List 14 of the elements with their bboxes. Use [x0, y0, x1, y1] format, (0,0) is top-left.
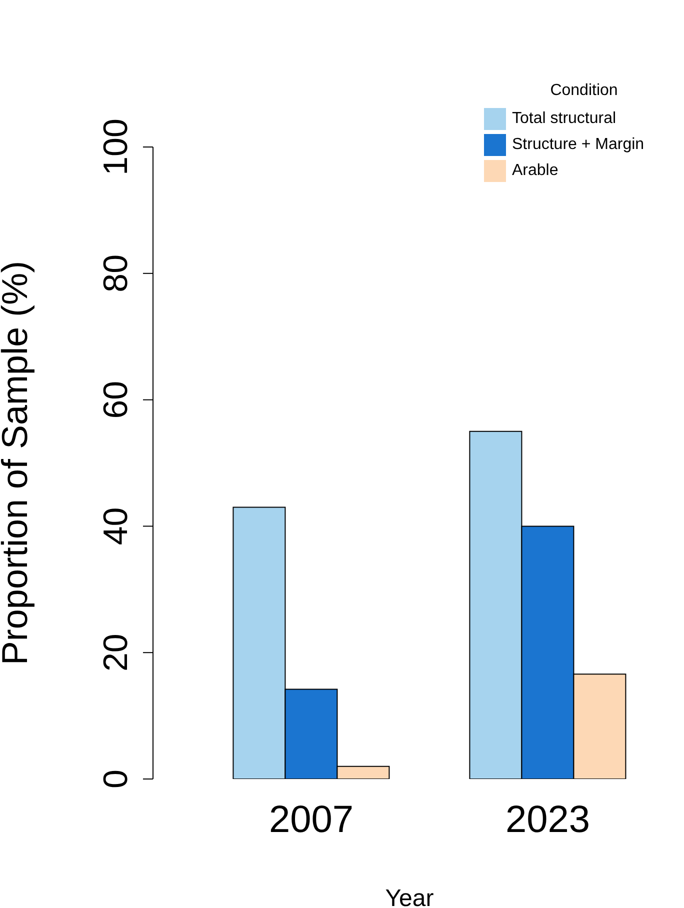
legend-label: Total structural [512, 110, 616, 128]
y-tick-label: 0 [97, 770, 135, 788]
y-tick-label: 100 [97, 118, 135, 176]
y-tick-label: 20 [97, 634, 135, 672]
y-tick-label: 60 [97, 380, 135, 419]
legend-label: Arable [512, 162, 558, 180]
y-axis-title: Proportion of Sample (%) [0, 260, 35, 666]
legend-title: Condition [549, 82, 619, 100]
y-tick-label: 80 [97, 254, 135, 292]
legend-label: Structure + Margin [512, 136, 644, 154]
x-axis-title: Year [385, 885, 434, 908]
x-tick-label: 2007 [268, 798, 354, 841]
x-tick-label: 2023 [505, 798, 590, 841]
y-tick-label: 40 [97, 507, 135, 546]
